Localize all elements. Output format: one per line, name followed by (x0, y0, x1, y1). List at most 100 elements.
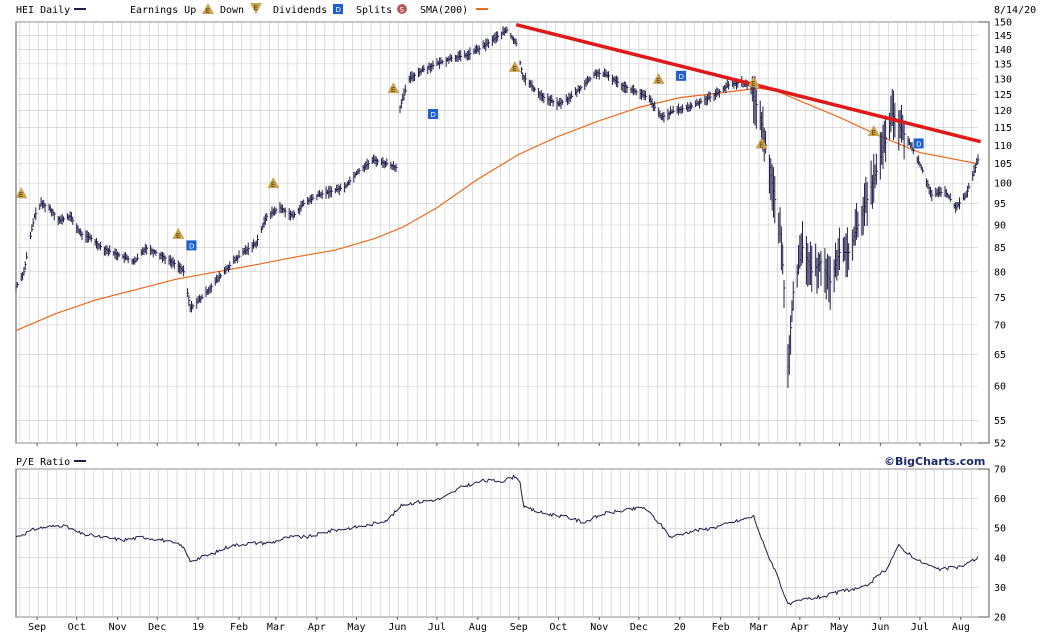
y-tick-label-85: 85 (994, 243, 1006, 254)
earnings-marker: E (172, 227, 185, 240)
brand-label: ©BigCharts.com (884, 455, 985, 468)
svg-text:D: D (679, 73, 684, 81)
svg-text:E: E (254, 4, 258, 12)
x-tick-label-apr: Apr (308, 622, 326, 633)
y-tick-label-100: 100 (994, 179, 1012, 190)
pe-y-tick-label-30: 30 (994, 583, 1006, 594)
svg-text:E: E (751, 80, 755, 88)
ticker-label: HEI Daily (16, 5, 70, 16)
svg-text:E: E (871, 129, 875, 137)
svg-text:S: S (400, 6, 405, 14)
x-tick-label-20: 20 (674, 622, 686, 633)
svg-text:E: E (656, 77, 660, 85)
svg-text:E: E (391, 86, 395, 94)
y-tick-label-130: 130 (994, 74, 1012, 85)
earnings-marker: E (508, 60, 521, 73)
sma-series (15, 87, 979, 332)
chart-legend: HEI Daily Earnings Up E Down E Dividends… (16, 3, 1036, 16)
x-tick-label-dec: Dec (148, 622, 166, 633)
earnings-marker: E (15, 187, 28, 199)
price-grid (16, 21, 978, 444)
y-tick-label-65: 65 (994, 350, 1006, 361)
sma-line (15, 87, 979, 332)
price-series (15, 26, 980, 388)
svg-text:E: E (759, 141, 763, 149)
x-tick-label-apr: Apr (791, 622, 809, 633)
x-tick-label-mar: Mar (267, 622, 285, 633)
x-axis: Sep Oct Nov Dec 19 Feb Mar Apr May Jun Jul Aug Sep Oc… (28, 443, 970, 633)
svg-text:D: D (916, 140, 921, 148)
dividends-label: Dividends (273, 5, 327, 16)
date-label: 8/14/20 (994, 5, 1036, 16)
x-tick-label-may: May (830, 622, 848, 633)
y-tick-label-60: 60 (994, 382, 1006, 393)
dividend-marker: D (913, 138, 924, 149)
x-tick-label-jul: Jul (911, 622, 929, 633)
earnings-marker: E (267, 177, 280, 189)
earnings-marker: E (747, 75, 760, 88)
y-tick-label-150: 150 (994, 18, 1012, 29)
x-tick-label-aug: Aug (952, 622, 970, 633)
trendline-series (515, 22, 982, 144)
x-tick-label-may: May (347, 622, 365, 633)
split-icon: S (397, 4, 407, 14)
price-y-axis: 52 55 60 65 70 75 80 85 90 95 100 105 110 115 120 125 13… (994, 18, 1012, 450)
x-tick-label-mar: Mar (750, 622, 768, 633)
x-tick-label-oct: Oct (549, 622, 567, 633)
x-tick-label-jun: Jun (871, 622, 889, 633)
pe-panel: 20 30 40 50 60 70 (15, 465, 1006, 624)
y-tick-label-70: 70 (994, 320, 1006, 331)
y-tick-label-145: 145 (994, 31, 1012, 42)
x-tick-label-19: 19 (192, 622, 204, 633)
y-tick-label-115: 115 (994, 123, 1012, 134)
pe-y-tick-label-50: 50 (994, 524, 1006, 535)
trendline (515, 22, 982, 144)
x-tick-label-nov: Nov (109, 622, 127, 633)
earnings-marker: E (867, 125, 880, 137)
y-tick-label-90: 90 (994, 221, 1006, 232)
y-tick-label-95: 95 (994, 199, 1006, 210)
earnings-up-label: Earnings Up (130, 5, 196, 16)
price-panel-frame (15, 21, 990, 444)
y-tick-label-110: 110 (994, 141, 1012, 152)
pe-panel-header: P/E Ratio ©BigCharts.com (16, 455, 985, 468)
dividend-marker: D (186, 240, 197, 251)
pe-y-tick-label-20: 20 (994, 613, 1006, 624)
y-tick-label-140: 140 (994, 45, 1012, 56)
dividend-marker: D (676, 70, 687, 81)
earnings-marker: E (387, 82, 400, 94)
sma-label: SMA(200) (420, 5, 468, 16)
x-tick-label-feb: Feb (230, 622, 248, 633)
svg-text:E: E (206, 7, 210, 15)
earnings-up-icon: E (202, 3, 214, 15)
pe-y-tick-label-60: 60 (994, 494, 1006, 505)
pe-legend-swatch (74, 460, 86, 462)
down-label: Down (220, 5, 244, 16)
x-tick-label-jun: Jun (388, 622, 406, 633)
y-tick-label-80: 80 (994, 267, 1006, 278)
earnings-down-icon: E (250, 3, 262, 14)
pe-series (15, 474, 979, 606)
x-tick-label-nov: Nov (590, 622, 608, 633)
pe-line (15, 474, 979, 606)
svg-text:D: D (336, 6, 341, 14)
svg-text:E: E (512, 65, 516, 73)
y-tick-label-135: 135 (994, 59, 1012, 70)
sma-legend-swatch (476, 8, 488, 10)
svg-text:D: D (189, 242, 194, 250)
svg-text:E: E (19, 191, 23, 199)
x-tick-label-feb: Feb (712, 622, 730, 633)
dividend-marker: D (427, 109, 438, 120)
pe-label: P/E Ratio (16, 457, 70, 468)
x-tick-label-aug: Aug (469, 622, 487, 633)
svg-text:E: E (176, 232, 180, 240)
x-tick-label-jul: Jul (428, 622, 446, 633)
x-tick-label-sep: Sep (510, 622, 528, 633)
earnings-marker: E (652, 72, 665, 85)
y-tick-label-75: 75 (994, 293, 1006, 304)
pe-y-tick-label-40: 40 (994, 553, 1006, 564)
splits-label: Splits (356, 5, 392, 16)
price-legend-swatch (74, 8, 86, 10)
x-tick-label-oct: Oct (68, 622, 86, 633)
y-tick-label-120: 120 (994, 106, 1012, 117)
